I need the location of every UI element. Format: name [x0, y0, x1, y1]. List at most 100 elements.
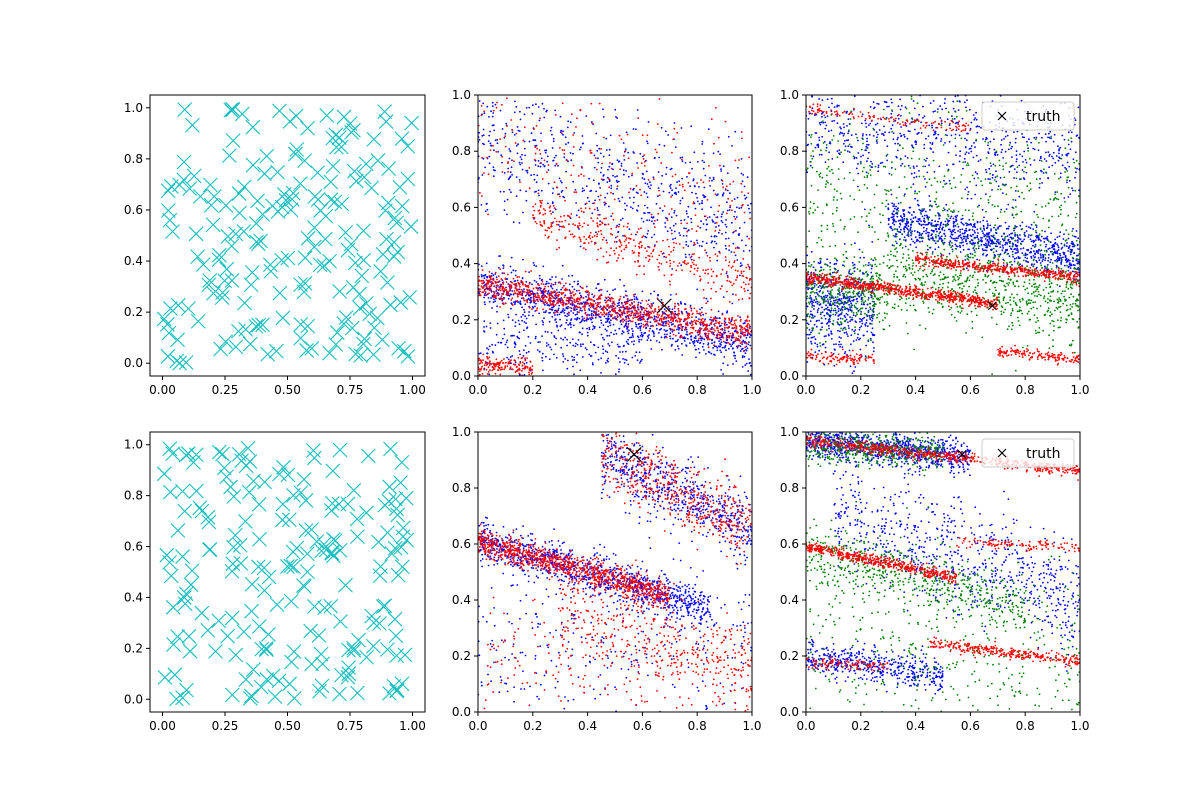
- x-marker: [217, 273, 233, 289]
- scatter-point: [600, 322, 603, 324]
- scatter-point: [987, 242, 990, 245]
- scatter-point: [594, 351, 597, 354]
- scatter-point: [948, 252, 951, 255]
- scatter-point: [513, 292, 515, 295]
- scatter-point: [499, 289, 502, 292]
- scatter-point: [480, 280, 482, 282]
- scatter-point: [738, 159, 740, 161]
- scatter-point: [578, 298, 581, 301]
- scatter-point: [655, 202, 658, 205]
- scatter-point: [605, 362, 607, 364]
- scatter-point: [690, 218, 692, 220]
- scatter-point: [599, 223, 602, 226]
- scatter-point: [677, 308, 680, 310]
- scatter-point: [969, 240, 971, 243]
- x-marker: [348, 346, 364, 362]
- scatter-point: [611, 306, 613, 309]
- scatter-point: [625, 325, 628, 328]
- scatter-point: [555, 337, 557, 340]
- scatter-point: [715, 322, 717, 324]
- scatter-point: [667, 323, 670, 325]
- scatter-point: [1072, 260, 1074, 263]
- scatter-point: [517, 319, 520, 322]
- scatter-point: [960, 237, 963, 239]
- scatter-point: [688, 313, 691, 315]
- scatter-point: [610, 331, 612, 334]
- scatter-point: [981, 230, 984, 233]
- scatter-point: [647, 245, 649, 248]
- scatter-point: [625, 318, 628, 321]
- scatter-point: [585, 295, 587, 298]
- scatter-point: [543, 222, 546, 225]
- x-marker: [390, 244, 406, 260]
- scatter-point: [655, 315, 658, 318]
- scatter-point: [648, 334, 650, 336]
- scatter-point: [1060, 242, 1063, 245]
- x-marker: [283, 202, 299, 218]
- scatter-point: [544, 290, 547, 293]
- scatter-point: [577, 300, 580, 303]
- scatter-point: [701, 345, 704, 348]
- scatter-point: [712, 152, 715, 155]
- scatter-point: [709, 177, 711, 179]
- scatter-point: [734, 247, 737, 250]
- scatter-point: [682, 234, 685, 237]
- scatter-point: [616, 224, 619, 227]
- scatter-point: [744, 364, 747, 366]
- scatter-point: [1004, 241, 1007, 244]
- scatter-point: [504, 366, 506, 369]
- scatter-point: [528, 140, 531, 143]
- scatter-point: [697, 225, 699, 228]
- scatter-point: [628, 303, 631, 306]
- scatter-point: [703, 161, 705, 164]
- scatter-point: [619, 246, 621, 248]
- scatter-point: [726, 339, 729, 341]
- scatter-point: [687, 205, 690, 208]
- scatter-point: [514, 286, 517, 289]
- scatter-point: [657, 293, 659, 296]
- scatter-point: [902, 209, 904, 211]
- scatter-point: [669, 332, 672, 334]
- scatter-point: [486, 355, 488, 358]
- scatter-point: [647, 211, 649, 214]
- scatter-point: [692, 178, 695, 181]
- scatter-point: [734, 210, 736, 213]
- scatter-point: [597, 230, 600, 233]
- scatter-point: [637, 117, 640, 119]
- scatter-point: [747, 265, 750, 268]
- scatter-point: [519, 156, 522, 158]
- scatter-point: [478, 100, 481, 102]
- scatter-point: [594, 302, 597, 305]
- scatter-point: [519, 300, 522, 303]
- scatter-point: [482, 128, 485, 131]
- scatter-point: [550, 224, 553, 226]
- scatter-point: [916, 220, 918, 223]
- scatter-point: [555, 163, 558, 166]
- scatter-point: [696, 267, 699, 269]
- scatter-point: [533, 128, 535, 131]
- scatter-point: [735, 337, 737, 339]
- scatter-point: [671, 189, 673, 192]
- scatter-point: [690, 339, 693, 341]
- scatter-point: [689, 185, 691, 188]
- scatter-point: [514, 363, 517, 366]
- x-marker: [206, 189, 222, 204]
- scatter-point: [1039, 253, 1042, 256]
- scatter-point: [744, 197, 747, 200]
- scatter-point: [619, 241, 622, 244]
- x-marker: [231, 186, 247, 201]
- scatter-point: [911, 214, 913, 216]
- scatter-point: [543, 219, 545, 222]
- scatter-point: [569, 321, 572, 324]
- scatter-point: [502, 281, 505, 284]
- scatter-point: [997, 239, 1000, 241]
- scatter-point: [650, 213, 653, 216]
- scatter-point: [556, 186, 559, 189]
- scatter-point: [578, 236, 581, 239]
- scatter-point: [562, 291, 565, 294]
- scatter-point: [517, 281, 520, 284]
- scatter-point: [640, 338, 643, 341]
- scatter-point: [1039, 262, 1042, 264]
- scatter-point: [740, 318, 742, 321]
- scatter-point: [608, 205, 610, 208]
